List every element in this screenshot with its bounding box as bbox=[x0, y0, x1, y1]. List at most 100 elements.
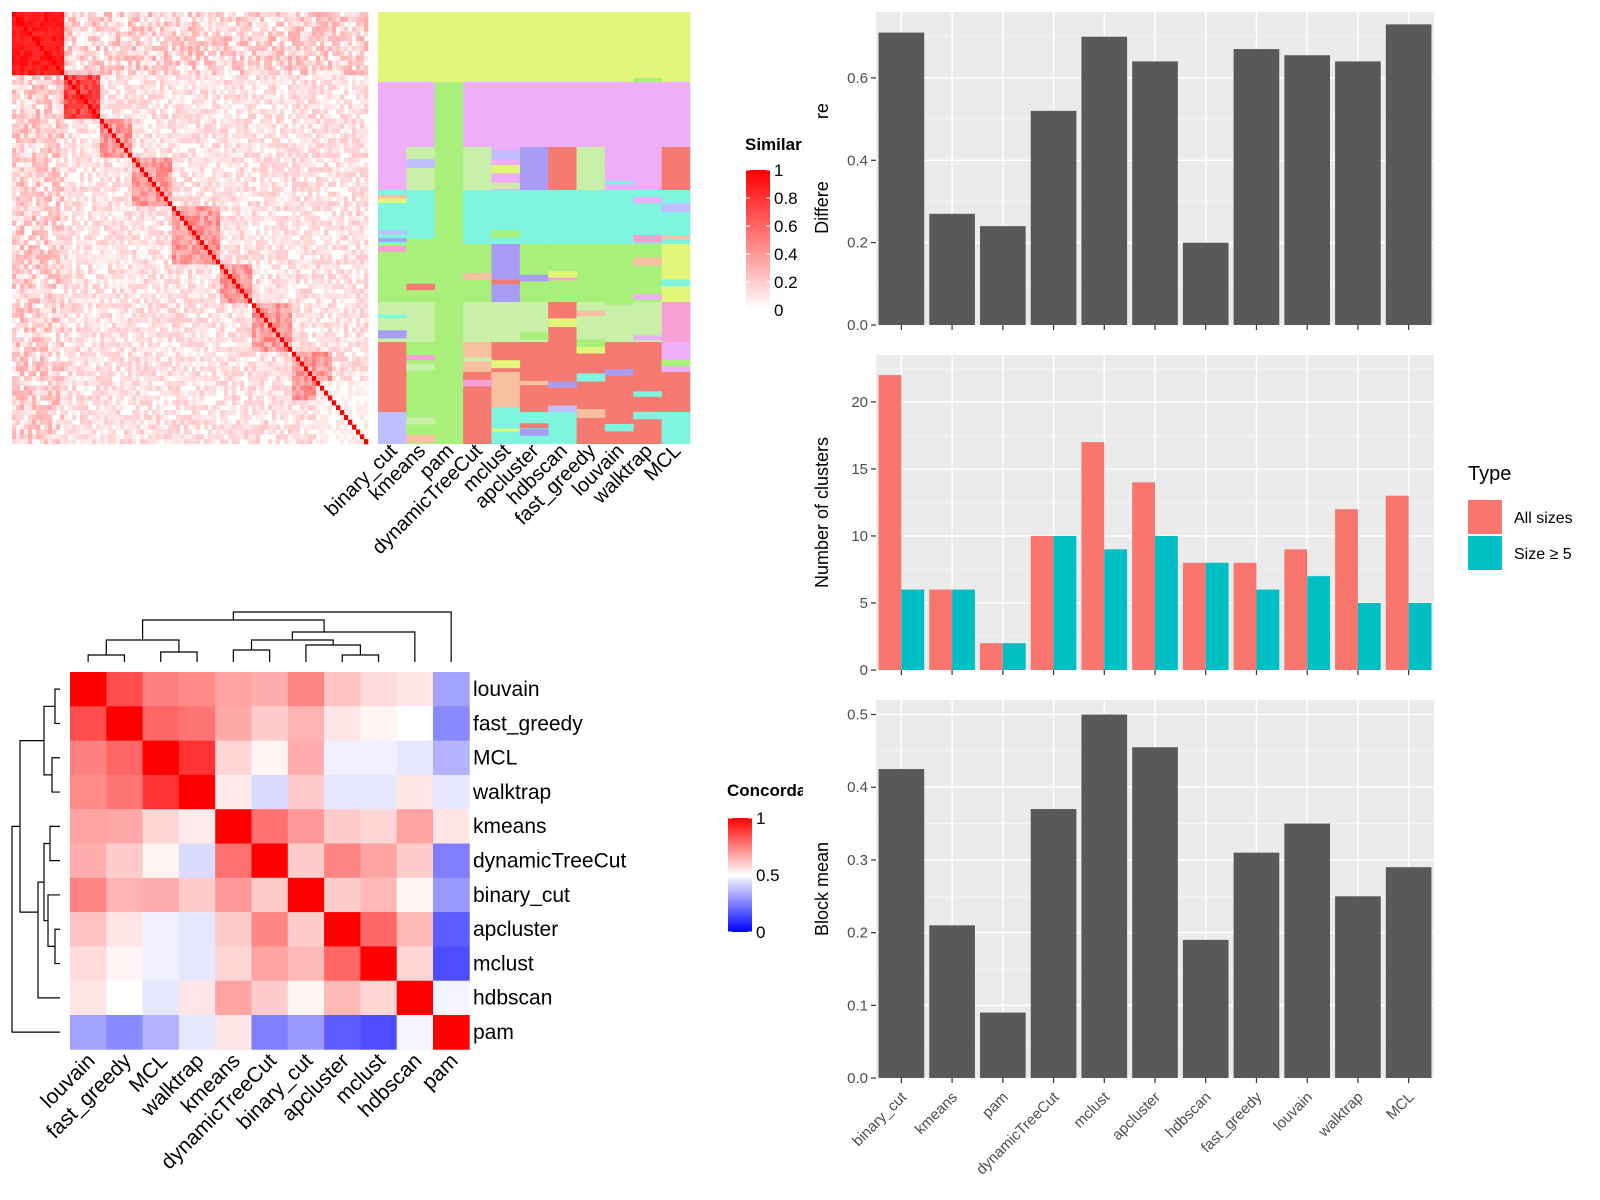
similarity-cell bbox=[304, 12, 309, 18]
similarity-cell bbox=[64, 346, 69, 353]
similarity-cell bbox=[152, 322, 157, 328]
similarity-cell bbox=[304, 211, 309, 217]
similarity-cell bbox=[132, 152, 137, 158]
similarity-cell bbox=[316, 60, 321, 66]
similarity-cell bbox=[200, 138, 205, 144]
similarity-cell bbox=[336, 84, 341, 90]
similarity-cell bbox=[360, 196, 365, 202]
similarity-cell bbox=[28, 157, 33, 163]
similarity-cell bbox=[132, 75, 137, 81]
similarity-cell bbox=[332, 147, 337, 154]
similarity-cell bbox=[320, 201, 325, 207]
similarity-cell bbox=[296, 84, 301, 90]
similarity-cell bbox=[184, 50, 189, 56]
similarity-cell bbox=[96, 230, 101, 236]
similarity-cell bbox=[240, 109, 245, 115]
similarity-cell bbox=[20, 177, 25, 183]
similarity-cell bbox=[216, 312, 221, 319]
similarity-cell bbox=[156, 118, 161, 124]
similarity-cell bbox=[16, 89, 21, 95]
similarity-cell bbox=[12, 152, 17, 158]
similarity-cell bbox=[336, 94, 341, 100]
similarity-cell bbox=[112, 278, 117, 285]
similarity-cell bbox=[64, 312, 69, 319]
similarity-cell bbox=[64, 177, 69, 183]
similarity-cell bbox=[336, 12, 341, 18]
similarity-cell bbox=[72, 201, 77, 207]
similarity-cell bbox=[228, 181, 233, 188]
similarity-cell bbox=[304, 70, 309, 76]
similarity-cell bbox=[16, 45, 21, 52]
similarity-cell bbox=[192, 249, 197, 255]
similarity-cell bbox=[40, 45, 45, 52]
similarity-cell bbox=[128, 186, 133, 192]
similarity-cell bbox=[260, 298, 265, 304]
similarity-cell bbox=[364, 65, 369, 71]
similarity-cell bbox=[260, 50, 265, 56]
similarity-cell bbox=[128, 167, 133, 173]
similarity-cell bbox=[248, 230, 253, 236]
similarity-cell bbox=[164, 201, 169, 207]
similarity-cell bbox=[180, 206, 185, 212]
similarity-cell bbox=[112, 104, 117, 110]
similarity-cell bbox=[20, 269, 25, 275]
similarity-cell bbox=[256, 342, 261, 348]
similarity-cell bbox=[208, 36, 213, 42]
similarity-cell bbox=[252, 244, 257, 251]
similarity-cell bbox=[356, 230, 361, 236]
similarity-cell bbox=[24, 16, 29, 22]
similarity-cell bbox=[300, 89, 305, 95]
similarity-cell bbox=[220, 244, 225, 251]
similarity-cell bbox=[36, 84, 41, 90]
similarity-cell bbox=[240, 235, 245, 241]
similarity-cell bbox=[84, 298, 89, 304]
similarity-cell bbox=[312, 259, 317, 265]
similarity-cell bbox=[76, 157, 81, 163]
similarity-cell bbox=[164, 133, 169, 139]
similarity-cell bbox=[348, 332, 353, 338]
similarity-cell bbox=[252, 79, 257, 86]
similarity-cell bbox=[100, 196, 105, 202]
similarity-cell bbox=[248, 342, 253, 348]
similarity-cell bbox=[336, 322, 341, 328]
similarity-cell bbox=[52, 133, 57, 139]
similarity-cell bbox=[28, 167, 33, 173]
similarity-cell bbox=[80, 55, 85, 61]
similarity-cell bbox=[268, 249, 273, 255]
similarity-cell bbox=[232, 230, 237, 236]
similarity-cell bbox=[268, 298, 273, 304]
similarity-cell bbox=[84, 138, 89, 144]
similarity-cell bbox=[36, 201, 41, 207]
similarity-cell bbox=[40, 147, 45, 154]
similarity-cell bbox=[304, 317, 309, 323]
similarity-cell bbox=[312, 211, 317, 217]
similarity-cell bbox=[196, 259, 201, 265]
similarity-cell bbox=[12, 16, 17, 22]
similarity-cell bbox=[244, 99, 249, 105]
similarity-cell bbox=[52, 322, 57, 328]
similarity-cell bbox=[324, 259, 329, 265]
similarity-cell bbox=[264, 308, 269, 314]
similarity-cell bbox=[228, 143, 233, 149]
similarity-cell bbox=[108, 138, 113, 144]
similarity-cell bbox=[16, 303, 21, 309]
similarity-cell bbox=[348, 113, 353, 120]
similarity-cell bbox=[280, 109, 285, 115]
similarity-cell bbox=[180, 123, 185, 129]
similarity-cell bbox=[228, 157, 233, 163]
similarity-cell bbox=[200, 235, 205, 241]
similarity-cell bbox=[148, 342, 153, 348]
similarity-cell bbox=[124, 50, 129, 56]
similarity-cell bbox=[32, 288, 37, 294]
similarity-cell bbox=[156, 240, 161, 246]
similarity-cell bbox=[32, 41, 37, 47]
similarity-cell bbox=[64, 21, 69, 27]
similarity-cell bbox=[104, 215, 109, 222]
similarity-cell bbox=[156, 312, 161, 319]
similarity-cell bbox=[52, 45, 57, 52]
similarity-cell bbox=[184, 177, 189, 183]
similarity-cell bbox=[300, 50, 305, 56]
similarity-cell bbox=[236, 211, 241, 217]
similarity-cell bbox=[264, 215, 269, 222]
similarity-cell bbox=[72, 123, 77, 129]
